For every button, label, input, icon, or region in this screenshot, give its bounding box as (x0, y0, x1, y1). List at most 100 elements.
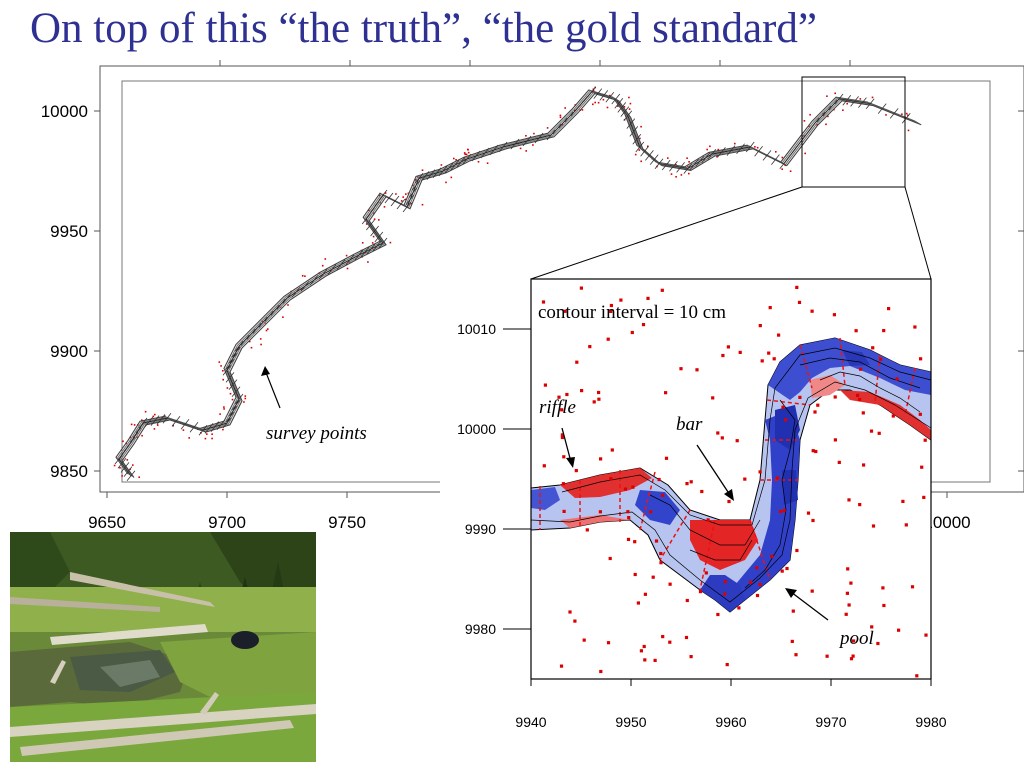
inset-survey-point (727, 499, 731, 504)
inset-survey-point (847, 603, 851, 607)
river-hatch (402, 201, 412, 213)
survey-point (826, 95, 828, 97)
river-trace-line (119, 92, 920, 478)
survey-point (639, 137, 641, 140)
inset-survey-point (810, 589, 814, 593)
river-hatch (129, 432, 139, 443)
inset-survey-point (904, 523, 908, 527)
river-hatch (270, 304, 280, 316)
inset-survey-point (901, 499, 905, 503)
river-hatch (865, 98, 875, 110)
inset-survey-point (755, 593, 760, 598)
survey-point (816, 124, 818, 126)
survey-point (602, 98, 605, 101)
inset-survey-point (869, 429, 874, 433)
river-hatch (222, 417, 232, 429)
deep-core-1 (775, 405, 800, 450)
survey-point (321, 264, 324, 267)
inset-survey-point (685, 598, 689, 603)
river-hatch (432, 167, 442, 179)
river-hatch (309, 274, 319, 286)
inset-survey-point (758, 324, 762, 328)
survey-point (455, 159, 457, 161)
inset-survey-point (630, 330, 634, 335)
river-hatch (408, 187, 418, 198)
river-hatch (877, 103, 887, 114)
survey-point (901, 113, 903, 115)
inset-survey-point (806, 511, 811, 515)
inset-survey-point (825, 654, 829, 658)
survey-point (389, 241, 392, 244)
survey-point (113, 464, 116, 467)
survey-point (675, 176, 677, 178)
river-hatch (802, 127, 812, 139)
river-hatch (370, 201, 379, 213)
survey-point (226, 387, 229, 389)
river-hatch (620, 106, 630, 117)
inset-survey-point (811, 449, 815, 453)
inset-survey-point (725, 663, 729, 667)
inset-survey-point (881, 586, 885, 590)
deep-zone-riffle (635, 490, 680, 525)
bar-arrowhead (724, 489, 734, 501)
inset-survey-point (560, 408, 564, 412)
survey-point (640, 160, 642, 163)
survey-point (825, 123, 827, 126)
river-hatch (822, 105, 832, 117)
survey-point (188, 437, 190, 439)
main-river-trace (114, 86, 922, 482)
river-hatch (450, 159, 460, 171)
inset-survey-point (609, 477, 613, 481)
survey-point (609, 94, 611, 97)
inset-survey-point (775, 476, 780, 480)
inset-x-tick-label: 9970 (815, 714, 846, 730)
inset-survey-point (631, 485, 635, 489)
inset-survey-point (679, 367, 683, 371)
survey-point (220, 365, 222, 367)
survey-point (486, 162, 489, 164)
river-hatch (614, 97, 624, 109)
inset-survey-point (790, 639, 794, 643)
inset-survey-point (844, 612, 848, 616)
inset-survey-point (879, 357, 883, 361)
inset-survey-point (562, 455, 566, 459)
survey-point (594, 101, 596, 104)
inset-survey-point (599, 457, 603, 461)
river-hatch (901, 112, 911, 124)
inset-survey-point (651, 575, 655, 579)
inset-survey-point (643, 658, 647, 662)
river-hatch (617, 102, 627, 113)
survey-point (706, 148, 708, 151)
survey-point (871, 96, 874, 99)
inset-survey-point (743, 477, 747, 481)
inset-y-tick-label: 10010 (457, 321, 496, 337)
inset-survey-point (609, 309, 613, 313)
survey-point (367, 261, 369, 263)
inset-survey-point (574, 469, 578, 473)
river-hatch (649, 154, 659, 165)
inset-survey-point (560, 433, 564, 437)
inset-survey-point (588, 345, 592, 349)
inset-survey-point (770, 554, 774, 558)
survey-point (592, 103, 594, 106)
survey-point (647, 145, 649, 148)
inset-survey-point (657, 477, 661, 482)
river-hatch (366, 243, 376, 255)
river-hatch (654, 158, 664, 170)
survey-point (581, 109, 584, 111)
river-hatch (745, 141, 755, 153)
survey-point (141, 419, 143, 421)
stream-photo-image (10, 532, 316, 762)
inset-survey-point (887, 307, 891, 311)
river-hatch (411, 180, 421, 191)
river-hatch (420, 171, 430, 182)
inset-survey-point (541, 300, 546, 304)
inset-survey-point (654, 539, 659, 543)
river-hatch (626, 118, 636, 129)
survey-point (119, 467, 121, 469)
contour-line (561, 347, 932, 526)
inset-survey-point (664, 391, 668, 395)
river-hatch (258, 316, 268, 328)
survey-point (373, 218, 376, 220)
contour-line (744, 399, 796, 589)
